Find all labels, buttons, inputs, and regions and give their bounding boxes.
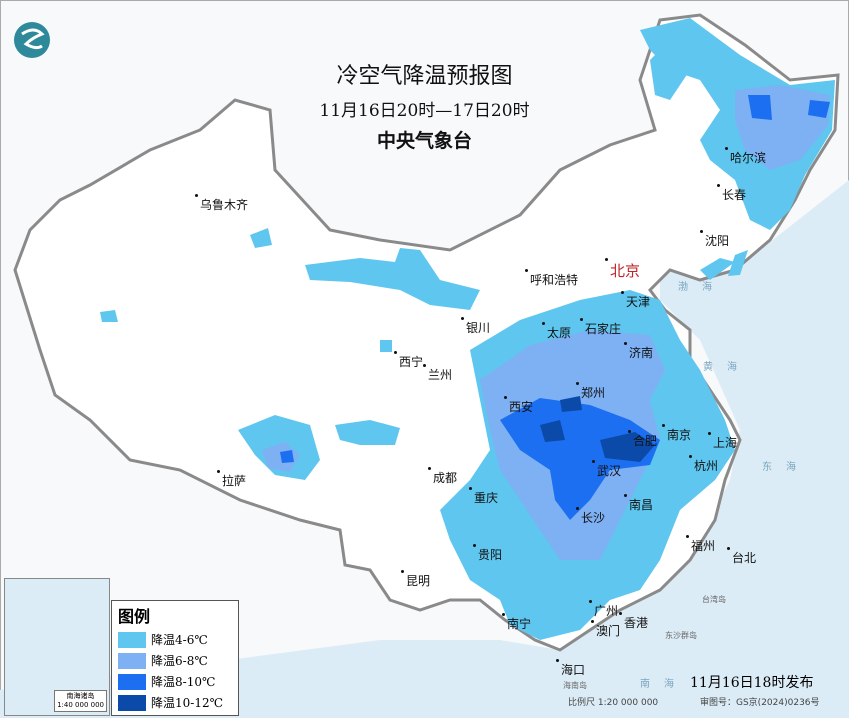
cooling-4-6-liaodong [728, 250, 748, 276]
legend-item: 降温6-8℃ [118, 652, 238, 669]
city-label: 哈尔滨 [724, 147, 767, 165]
city-label: 石家庄 [579, 318, 622, 336]
map-title: 冷空气降温预报图 [336, 64, 513, 89]
legend-swatch [118, 694, 146, 711]
cma-logo-icon [12, 20, 52, 60]
city-label: 成都 [427, 467, 458, 485]
city-label: 南京 [661, 424, 692, 442]
map-approval-number: 审图号：GS京(2024)0236号 [700, 698, 820, 708]
cooling-10-12-central [540, 396, 655, 462]
sea-label-donghai: 东海 [762, 462, 810, 473]
city-label: 呼和浩特 [524, 269, 579, 287]
city-label: 西宁 [393, 351, 424, 369]
legend-swatch [118, 652, 146, 669]
city-label: 郑州 [575, 382, 606, 400]
city-label: 昆明 [400, 570, 431, 588]
city-label: 福州 [685, 535, 716, 553]
sea-label-huanghai: 黄海 [703, 362, 751, 373]
cooling-8-10-tibet [280, 450, 294, 463]
city-label: 银川 [460, 317, 491, 335]
sea-label-bohai: 渤海 [678, 282, 726, 293]
city-label: 太原 [541, 322, 572, 340]
city-label: 长春 [716, 184, 747, 202]
city-label: 兰州 [422, 364, 453, 382]
city-label: 武汉 [591, 460, 622, 478]
legend: 图例 降温4-6℃ 降温6-8℃ 降温8-10℃ 降温10-12℃ [111, 600, 239, 716]
cooling-4-6-inner-mongolia [305, 248, 480, 310]
city-label: 济南 [623, 342, 654, 360]
city-label: 长沙 [575, 507, 606, 525]
south-china-sea-inset: 南海诸岛 1:40 000 000 [4, 578, 110, 716]
city-label: 天津 [620, 291, 651, 309]
legend-swatch [118, 673, 146, 690]
island-label-dongsha: 东沙群岛 [665, 631, 697, 640]
legend-label: 降温6-8℃ [151, 654, 208, 668]
inset-scale: 1:40 000 000 [57, 701, 104, 709]
sea-area [0, 180, 849, 718]
city-label: 沈阳 [699, 230, 730, 248]
legend-item: 降温10-12℃ [118, 694, 238, 711]
inset-label: 南海诸岛 1:40 000 000 [54, 690, 107, 712]
city-label: 重庆 [468, 487, 499, 505]
map-scale: 比例尺 1:20 000 000 [568, 698, 659, 708]
city-label: 乌鲁木齐 [194, 194, 249, 212]
legend-title: 图例 [118, 607, 151, 626]
legend-label: 降温4-6℃ [151, 633, 208, 647]
city-label: 贵阳 [472, 544, 503, 562]
city-label: 南宁 [501, 613, 532, 631]
legend-item: 降温8-10℃ [118, 673, 238, 690]
issue-time: 11月16日18时发布 [690, 675, 814, 691]
island-label-hainan: 海南岛 [563, 681, 587, 690]
city-label: 上海 [707, 432, 738, 450]
island-label-taiwan: 台湾岛 [702, 595, 726, 604]
city-label: 南昌 [623, 494, 654, 512]
legend-label: 降温8-10℃ [151, 675, 216, 689]
legend-swatch [118, 631, 146, 648]
city-label: 合肥 [627, 430, 658, 448]
city-label: 台北 [726, 547, 757, 565]
city-label: 澳门 [590, 620, 621, 638]
sea-label-nanhai: 南海 [640, 679, 688, 690]
inset-title: 南海诸岛 [66, 692, 95, 700]
city-label: 拉萨 [216, 470, 247, 488]
city-label: 西安 [503, 396, 534, 414]
cooling-8-10-central [500, 398, 660, 520]
agency-name: 中央气象台 [376, 130, 472, 152]
forecast-period: 11月16日20时—17日20时 [319, 101, 530, 121]
legend-item: 降温4-6℃ [118, 631, 238, 648]
cooling-4-6-northeast [640, 18, 835, 280]
cooling-4-6-tibet [100, 228, 400, 480]
city-label: 海口 [555, 659, 586, 677]
city-label: 广州 [588, 600, 619, 618]
city-label: 香港 [618, 612, 649, 630]
city-label: 杭州 [688, 455, 719, 473]
capital-label: 北京 [604, 258, 641, 280]
legend-label: 降温10-12℃ [151, 696, 224, 710]
cooling-8-10-northeast [748, 95, 830, 120]
